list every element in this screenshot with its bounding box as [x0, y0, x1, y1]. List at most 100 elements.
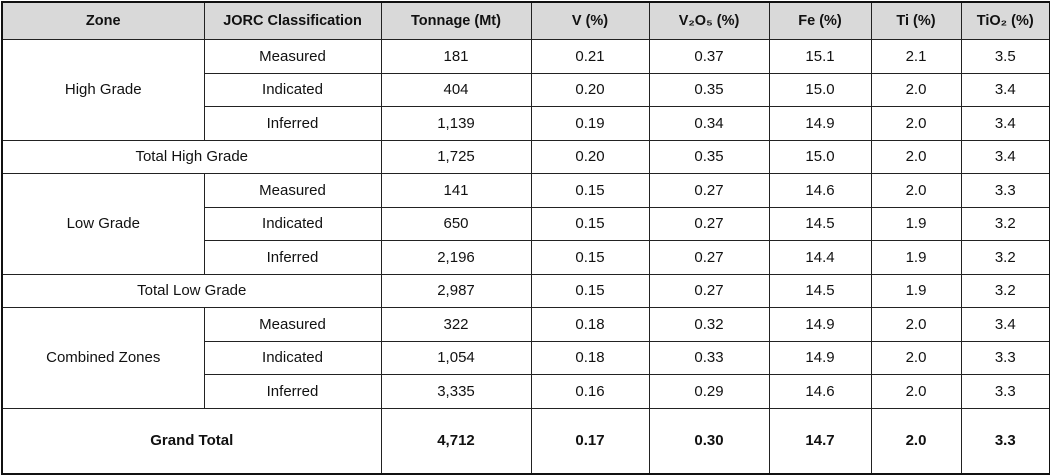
- value-cell: 2.0: [870, 139, 962, 174]
- value-cell: 0.19: [530, 106, 650, 141]
- value-cell: 0.18: [530, 340, 650, 375]
- value-cell: 0.15: [530, 273, 650, 308]
- value-cell: 2,987: [380, 273, 532, 308]
- value-cell: 2.0: [870, 173, 962, 208]
- value-cell: 3,335: [380, 374, 532, 409]
- value-cell: 0.20: [530, 139, 650, 174]
- value-cell: 14.6: [768, 374, 872, 409]
- value-cell: 3.2: [960, 206, 1050, 241]
- value-cell: 2.1: [870, 39, 962, 74]
- value-cell: 3.3: [960, 407, 1050, 474]
- classification-cell: Indicated: [203, 340, 382, 375]
- zone-cell: High Grade: [1, 39, 205, 141]
- data-row: Combined Zones Measured 322 0.18 0.32 14.9 2.0…: [1, 307, 1050, 409]
- data-row: Inferred 3,335 0.16 0.29 14.6 2.0 3.3: [2, 374, 1050, 409]
- data-row: Indicated 404 0.20 0.35 15.0 2.0 3.4: [2, 72, 1050, 107]
- total-label: Total High Grade: [1, 139, 382, 174]
- header-cell: Ti (%): [870, 1, 962, 40]
- value-cell: 0.35: [648, 139, 770, 174]
- header-cell: Zone: [1, 1, 205, 40]
- value-cell: 3.4: [960, 307, 1050, 342]
- header-cell: Fe (%): [768, 1, 872, 40]
- value-cell: 2.0: [870, 340, 962, 375]
- data-row: High Grade Measured 181 0.21 0.37 15.1 2.1 3.5: [1, 39, 1050, 141]
- value-cell: 3.3: [960, 374, 1050, 409]
- value-cell: 14.9: [768, 106, 872, 141]
- grand-total-row: Grand Total 4,712 0.17 0.30 14.7 2.0 3.3: [1, 407, 1050, 474]
- value-cell: 0.18: [530, 307, 650, 342]
- value-cell: 15.1: [768, 39, 872, 74]
- value-cell: 15.0: [768, 72, 872, 107]
- value-cell: 0.35: [648, 72, 770, 107]
- value-cell: 15.0: [768, 139, 872, 174]
- value-cell: 3.4: [960, 106, 1050, 141]
- value-cell: 1.9: [870, 273, 962, 308]
- value-cell: 2.0: [870, 106, 962, 141]
- classification-cell: Measured: [203, 39, 382, 74]
- value-cell: 0.20: [530, 72, 650, 107]
- table-body: High Grade Measured 181 0.21 0.37 15.1 2.1 3.5 I…: [1, 39, 1050, 474]
- total-row: Total High Grade 1,725 0.20 0.35 15.0 2.0 3.4: [1, 139, 1050, 174]
- value-cell: 1.9: [870, 206, 962, 241]
- value-cell: 3.3: [960, 340, 1050, 375]
- value-cell: 1,725: [380, 139, 532, 174]
- value-cell: 181: [380, 39, 532, 74]
- classification-cell: Inferred: [203, 374, 382, 409]
- value-cell: 3.4: [960, 139, 1050, 174]
- total-row: Total Low Grade 2,987 0.15 0.27 14.5 1.9 3.2: [1, 273, 1050, 308]
- value-cell: 0.21: [530, 39, 650, 74]
- value-cell: 14.7: [768, 407, 872, 474]
- value-cell: 0.27: [648, 240, 770, 275]
- value-cell: 322: [380, 307, 532, 342]
- value-cell: 0.15: [530, 240, 650, 275]
- header-cell: V (%): [530, 1, 650, 40]
- value-cell: 4,712: [380, 407, 532, 474]
- value-cell: 14.6: [768, 173, 872, 208]
- value-cell: 14.9: [768, 340, 872, 375]
- value-cell: 14.5: [768, 273, 872, 308]
- value-cell: 3.3: [960, 173, 1050, 208]
- grand-total-label: Grand Total: [1, 407, 382, 474]
- value-cell: 2.0: [870, 407, 962, 474]
- value-cell: 0.33: [648, 340, 770, 375]
- zone-cell: Combined Zones: [1, 307, 205, 409]
- value-cell: 0.29: [648, 374, 770, 409]
- data-row: Inferred 1,139 0.19 0.34 14.9 2.0 3.4: [2, 106, 1050, 141]
- value-cell: 0.34: [648, 106, 770, 141]
- header-cell: JORC Classification: [203, 1, 382, 40]
- value-cell: 14.5: [768, 206, 872, 241]
- classification-cell: Indicated: [203, 72, 382, 107]
- value-cell: 404: [380, 72, 532, 107]
- data-row: Inferred 2,196 0.15 0.27 14.4 1.9 3.2: [2, 240, 1050, 275]
- value-cell: 2.0: [870, 307, 962, 342]
- classification-cell: Measured: [203, 173, 382, 208]
- data-row: Indicated 650 0.15 0.27 14.5 1.9 3.2: [2, 206, 1050, 241]
- header-row: Zone JORC Classification Tonnage (Mt) V (%)…: [1, 1, 1050, 40]
- header-cell: TiO₂ (%): [960, 1, 1050, 40]
- value-cell: 141: [380, 173, 532, 208]
- classification-cell: Measured: [203, 307, 382, 342]
- value-cell: 0.32: [648, 307, 770, 342]
- value-cell: 0.17: [530, 407, 650, 474]
- value-cell: 650: [380, 206, 532, 241]
- value-cell: 0.27: [648, 206, 770, 241]
- value-cell: 14.9: [768, 307, 872, 342]
- value-cell: 0.27: [648, 273, 770, 308]
- data-row: Low Grade Measured 141 0.15 0.27 14.6 2.0 3.3: [1, 173, 1050, 275]
- header-cell: Tonnage (Mt): [380, 1, 532, 40]
- value-cell: 2,196: [380, 240, 532, 275]
- value-cell: 0.16: [530, 374, 650, 409]
- value-cell: 14.4: [768, 240, 872, 275]
- value-cell: 3.2: [960, 240, 1050, 275]
- header-cell: V₂O₅ (%): [648, 1, 770, 40]
- value-cell: 3.2: [960, 273, 1050, 308]
- value-cell: 1,054: [380, 340, 532, 375]
- value-cell: 1,139: [380, 106, 532, 141]
- classification-cell: Inferred: [203, 240, 382, 275]
- classification-cell: Inferred: [203, 106, 382, 141]
- value-cell: 0.27: [648, 173, 770, 208]
- value-cell: 1.9: [870, 240, 962, 275]
- value-cell: 0.30: [648, 407, 770, 474]
